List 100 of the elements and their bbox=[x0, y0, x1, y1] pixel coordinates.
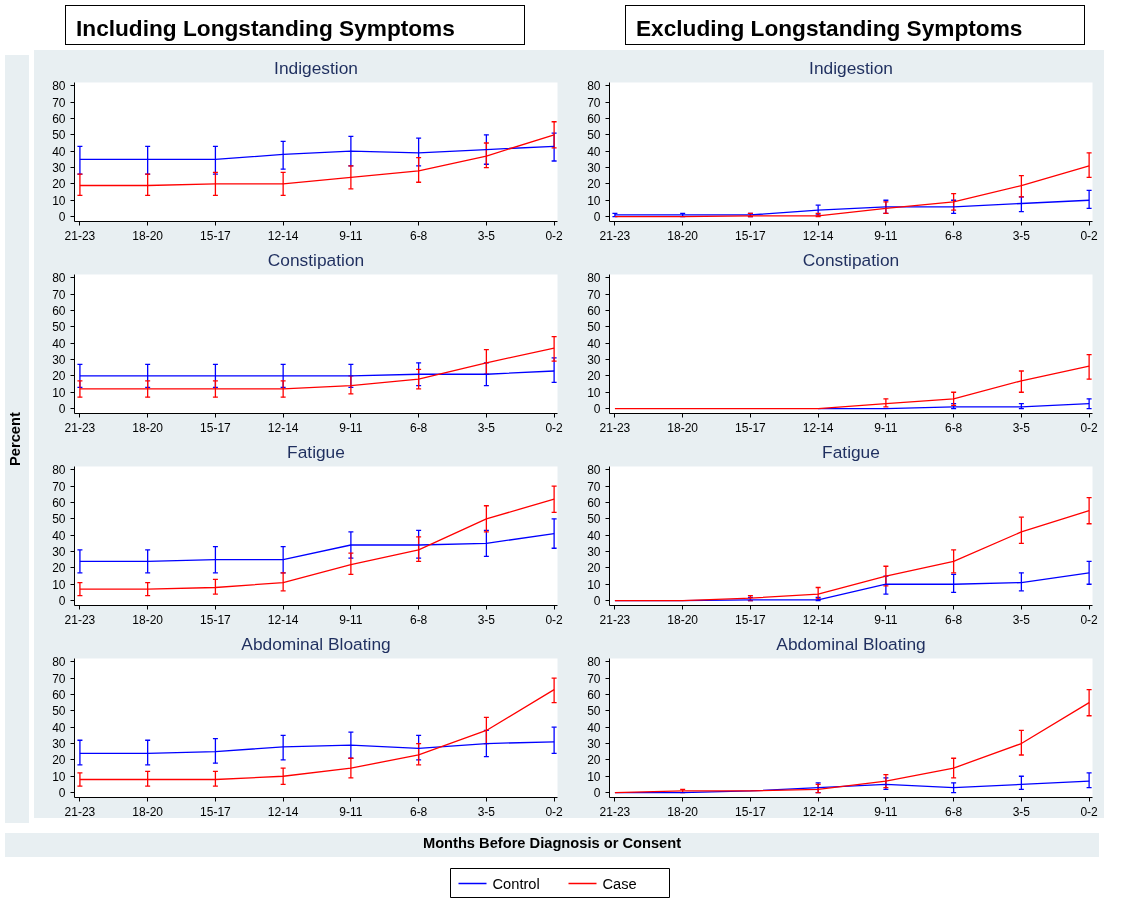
y-tick-label: 60 bbox=[52, 687, 66, 702]
y-tick-label: 50 bbox=[52, 704, 66, 719]
y-tick-label: 50 bbox=[587, 704, 601, 719]
y-tick-label: 10 bbox=[587, 769, 601, 784]
y-tick-label: 80 bbox=[587, 79, 601, 94]
y-tick-label: 20 bbox=[52, 753, 66, 768]
y-tick-label: 60 bbox=[587, 303, 601, 318]
y-tick-label: 20 bbox=[587, 369, 601, 384]
y-tick-label: 80 bbox=[52, 463, 66, 478]
x-tick-label: 0-2 bbox=[545, 228, 564, 243]
x-tick-label: 3-5 bbox=[477, 420, 496, 435]
y-tick-label: 40 bbox=[587, 336, 601, 351]
y-tick-label: 60 bbox=[52, 495, 66, 510]
y-tick-label: 30 bbox=[52, 737, 66, 752]
y-tick-label: 20 bbox=[587, 561, 601, 576]
x-tick-label: 0-2 bbox=[1080, 804, 1099, 819]
x-tick-label: 21-23 bbox=[599, 228, 631, 243]
y-tick-label: 70 bbox=[52, 479, 66, 494]
y-tick-label: 0 bbox=[58, 210, 66, 225]
x-tick-label: 15-17 bbox=[200, 612, 232, 627]
x-tick-label: 0-2 bbox=[1080, 228, 1099, 243]
x-tick-label: 18-20 bbox=[132, 804, 164, 819]
y-tick-label: 80 bbox=[52, 655, 66, 670]
x-tick-label: 15-17 bbox=[735, 804, 767, 819]
y-tick-label: 20 bbox=[587, 753, 601, 768]
x-tick-label: 21-23 bbox=[64, 804, 96, 819]
y-tick-label: 0 bbox=[58, 786, 66, 801]
x-tick-label: 15-17 bbox=[200, 228, 232, 243]
x-tick-label: 3-5 bbox=[1012, 804, 1031, 819]
x-tick-label: 12-14 bbox=[802, 420, 834, 435]
y-tick-label: 30 bbox=[587, 737, 601, 752]
x-tick-label: 15-17 bbox=[200, 420, 232, 435]
x-tick-label: 21-23 bbox=[599, 420, 631, 435]
y-tick-label: 70 bbox=[52, 287, 66, 302]
x-tick-label: 12-14 bbox=[267, 420, 299, 435]
y-tick-label: 40 bbox=[52, 144, 66, 159]
x-tick-label: 3-5 bbox=[1012, 420, 1031, 435]
y-tick-label: 80 bbox=[587, 463, 601, 478]
x-tick-label: 15-17 bbox=[200, 804, 232, 819]
y-tick-label: 50 bbox=[587, 512, 601, 527]
y-tick-label: 30 bbox=[587, 353, 601, 368]
y-tick-label: 30 bbox=[52, 161, 66, 176]
y-tick-label: 10 bbox=[52, 193, 66, 208]
text: Months Before Diagnosis or Consent bbox=[422, 834, 682, 853]
y-tick-label: 10 bbox=[587, 577, 601, 592]
chart-title: Indigestion bbox=[274, 57, 358, 78]
x-tick-label: 3-5 bbox=[477, 228, 496, 243]
x-tick-label: 9-11 bbox=[339, 228, 363, 243]
y-tick-label: 50 bbox=[52, 320, 66, 335]
y-tick-label: 80 bbox=[587, 271, 601, 286]
x-tick-label: 6-8 bbox=[944, 420, 963, 435]
x-tick-label: 3-5 bbox=[477, 804, 496, 819]
y-tick-label: 60 bbox=[52, 111, 66, 126]
y-tick-label: 0 bbox=[58, 594, 66, 609]
x-tick-label: 0-2 bbox=[545, 612, 564, 627]
x-tick-label: 18-20 bbox=[132, 228, 164, 243]
x-tick-label: 9-11 bbox=[339, 612, 363, 627]
x-tick-label: 15-17 bbox=[735, 612, 767, 627]
chart-title: Constipation bbox=[267, 249, 365, 270]
x-tick-label: 12-14 bbox=[267, 612, 299, 627]
text: Excluding Longstanding Symptoms bbox=[636, 14, 1023, 43]
x-tick-label: 18-20 bbox=[132, 420, 164, 435]
y-tick-label: 60 bbox=[587, 495, 601, 510]
x-tick-label: 0-2 bbox=[545, 804, 564, 819]
y-tick-label: 0 bbox=[593, 402, 601, 417]
x-tick-label: 6-8 bbox=[944, 804, 963, 819]
x-tick-label: 21-23 bbox=[64, 612, 96, 627]
y-tick-label: 80 bbox=[52, 79, 66, 94]
x-tick-label: 21-23 bbox=[64, 228, 96, 243]
x-tick-label: 21-23 bbox=[599, 804, 631, 819]
y-tick-label: 70 bbox=[587, 479, 601, 494]
y-tick-label: 60 bbox=[587, 687, 601, 702]
legend-label: Case bbox=[602, 875, 637, 892]
legend-label: Control bbox=[492, 875, 540, 892]
y-tick-label: 80 bbox=[52, 271, 66, 286]
chart-title: Constipation bbox=[802, 249, 900, 270]
y-tick-label: 30 bbox=[587, 161, 601, 176]
y-tick-label: 20 bbox=[587, 177, 601, 192]
y-tick-label: 60 bbox=[52, 303, 66, 318]
chart-title: Abdominal Bloating bbox=[776, 633, 926, 654]
y-tick-label: 0 bbox=[593, 786, 601, 801]
y-tick-label: 10 bbox=[52, 577, 66, 592]
y-tick-label: 70 bbox=[587, 287, 601, 302]
chart-title: Fatigue bbox=[822, 441, 880, 462]
y-tick-label: 30 bbox=[52, 545, 66, 560]
y-tick-label: 0 bbox=[593, 210, 601, 225]
x-tick-label: 6-8 bbox=[409, 804, 428, 819]
x-tick-label: 12-14 bbox=[267, 804, 299, 819]
x-tick-label: 21-23 bbox=[599, 612, 631, 627]
y-tick-label: 10 bbox=[52, 385, 66, 400]
y-tick-label: 40 bbox=[52, 528, 66, 543]
x-tick-label: 18-20 bbox=[667, 612, 699, 627]
y-tick-label: 40 bbox=[587, 720, 601, 735]
x-tick-label: 12-14 bbox=[267, 228, 299, 243]
y-tick-label: 70 bbox=[587, 671, 601, 686]
x-tick-label: 3-5 bbox=[477, 612, 496, 627]
y-tick-label: 10 bbox=[52, 769, 66, 784]
y-tick-label: 80 bbox=[587, 655, 601, 670]
text: Percent bbox=[6, 412, 24, 466]
x-tick-label: 6-8 bbox=[944, 228, 963, 243]
